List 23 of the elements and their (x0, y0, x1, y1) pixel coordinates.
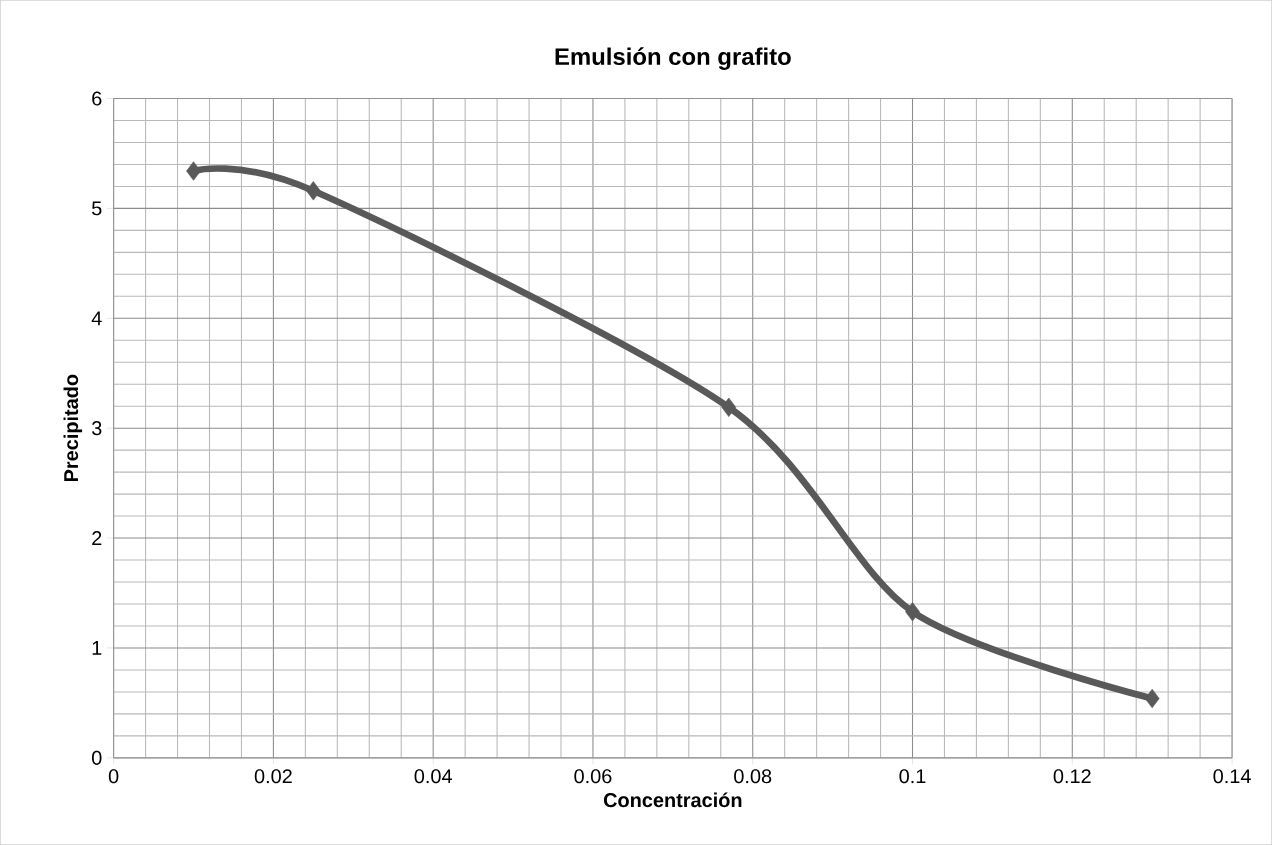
y-tick-label: 6 (92, 91, 102, 106)
x-tick-label: 0.08 (734, 769, 772, 784)
x-tick-label: 0.02 (254, 769, 292, 784)
y-axis-title: Precipitado (63, 374, 83, 482)
y-tick-label: 0 (91, 750, 102, 765)
y-tick-label: 2 (92, 531, 102, 546)
x-axis-title: Concentración (603, 792, 742, 808)
x-tick-label: 0.12 (1053, 769, 1091, 784)
x-tick-label: 0.14 (1213, 769, 1251, 784)
point (905, 602, 920, 622)
point (1144, 688, 1160, 709)
y-tick-label: 5 (92, 201, 102, 216)
chart-title: Emulsión con grafito (555, 47, 791, 70)
point (186, 161, 201, 181)
x-tick-label: 0.1 (899, 769, 926, 784)
y-tick-label: 3 (91, 421, 102, 436)
y-tick-label: 1 (92, 641, 102, 655)
x-tick-label: 0.06 (574, 769, 612, 784)
x-tick-label: 0.04 (414, 769, 452, 784)
point (306, 181, 321, 201)
y-tick-label: 4 (91, 311, 102, 326)
point (721, 397, 737, 417)
x-tick-label: 0 (108, 769, 119, 784)
